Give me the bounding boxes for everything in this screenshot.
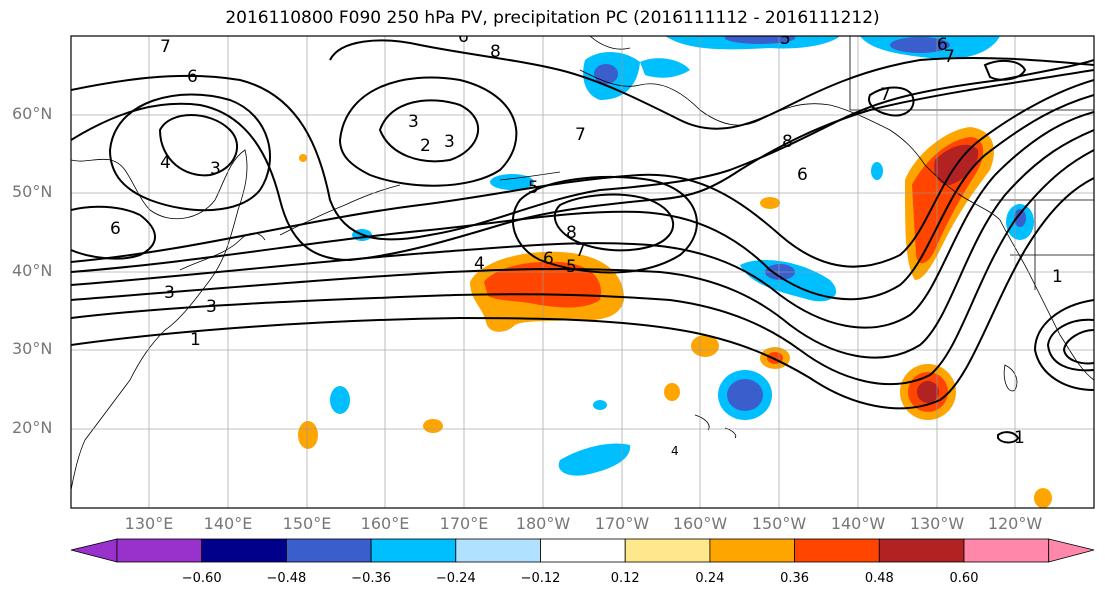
colorbar [70,538,1095,563]
lat-label: 50°N [12,182,53,201]
contour-label: 1 [190,330,201,350]
contour-label: 5 [780,29,791,49]
contour-label: 6 [543,249,554,269]
contour-label: 3 [408,112,419,132]
lon-label: 140°W [830,514,886,533]
colorbar-tick: −0.36 [351,571,392,586]
contour-label: 6 [937,35,948,55]
contour-label: 6 [187,67,198,87]
colorbar-segment [116,538,203,563]
map-title: 2016110800 F090 250 hPa PV, precipitatio… [225,8,880,28]
lon-label: 120°W [987,514,1043,533]
colorbar-segment [455,538,541,563]
lon-label: 170°E [439,514,489,533]
map-frame [70,35,1095,509]
colorbar-segment [540,538,626,563]
contour-label: 3 [210,159,221,179]
contour-label: 6 [110,219,121,239]
contour-label: 8 [490,42,501,62]
colorbar-segment [794,538,880,563]
colorbar-segment [878,538,965,563]
contour-label: 7 [575,241,586,261]
colorbar-extend-high [1048,538,1095,563]
colorbar-tick: 0.48 [864,571,894,586]
contour-labels: 7 6 4 3 6 3 2 3 8 6 7 5 8 6 7 8 7 6 5 4 … [110,27,1063,458]
contour-label: 7 [944,47,955,67]
contour-label: 3 [164,283,175,303]
lon-label: 180°W [515,514,571,533]
colorbar-tick: −0.24 [435,571,476,586]
colorbar-segment [285,538,372,563]
lat-label: 20°N [12,418,53,437]
colorbar-tick: 0.60 [949,571,979,586]
lon-label: 150°E [282,514,332,533]
colorbar-segment [201,538,287,563]
contour-label: 6 [458,27,469,47]
lat-label: 60°N [12,104,53,123]
lon-label: 160°W [672,514,728,533]
contour-label: 1 [1014,428,1025,448]
contour-label: 3 [206,297,217,317]
lon-label: 160°E [360,514,410,533]
contour-label: 2 [420,136,431,156]
lat-label: 30°N [12,339,53,358]
contour-label: 8 [566,223,577,243]
contour-label: 1 [1052,267,1063,287]
contour-label: 4 [671,444,679,458]
lon-label: 170°W [594,514,650,533]
colorbar-segment [624,538,711,563]
contour-label: 7 [160,37,171,57]
lat-label: 40°N [12,261,53,280]
contour-label: 5 [528,178,539,198]
contour-label: 6 [797,165,808,185]
contour-label: 3 [444,132,455,152]
contour-label: 4 [474,254,485,274]
colorbar-segment [709,538,796,563]
contour-label: 8 [782,132,793,152]
coastlines [71,36,1094,491]
colorbar-tick: 0.12 [610,571,640,586]
colorbar-tick: −0.12 [520,571,561,586]
lon-label: 130°W [909,514,965,533]
lon-label: 130°E [124,514,174,533]
colorbar-tick: 0.24 [695,571,725,586]
colorbar-tick: −0.48 [266,571,307,586]
contour-label: 7 [575,125,586,145]
lon-label: 150°W [751,514,807,533]
contour-label: 7 [880,85,891,105]
lon-label: 140°E [203,514,253,533]
contour-label: 5 [566,257,577,277]
colorbar-tick: −0.60 [181,571,222,586]
colorbar-segment [963,538,1050,563]
colorbar-segment [370,538,457,563]
colorbar-tick: 0.36 [780,571,810,586]
colorbar-extend-low [70,538,118,563]
pv-contours [71,39,1094,444]
contour-label: 4 [160,153,171,173]
